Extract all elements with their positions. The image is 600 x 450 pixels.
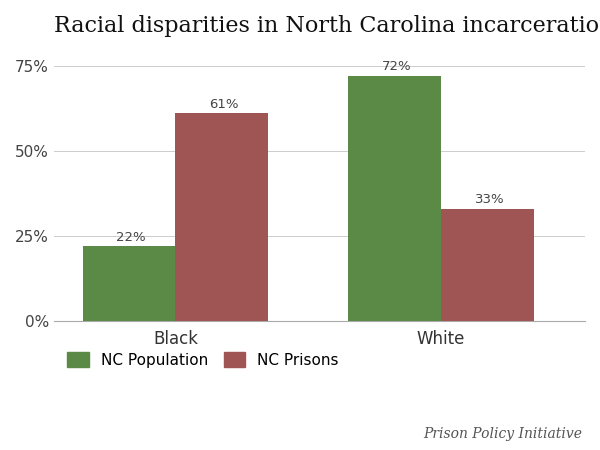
Bar bbox=[348, 76, 441, 321]
Text: 72%: 72% bbox=[382, 60, 412, 73]
Legend: NC Population, NC Prisons: NC Population, NC Prisons bbox=[61, 346, 345, 374]
Bar bbox=[441, 209, 534, 321]
Text: 22%: 22% bbox=[116, 231, 146, 244]
Text: Racial disparities in North Carolina incarceration: Racial disparities in North Carolina inc… bbox=[54, 15, 600, 37]
Text: 61%: 61% bbox=[209, 98, 239, 111]
Text: 33%: 33% bbox=[475, 193, 505, 206]
Bar bbox=[175, 113, 268, 321]
Text: Prison Policy Initiative: Prison Policy Initiative bbox=[423, 427, 582, 441]
Bar bbox=[83, 247, 175, 321]
